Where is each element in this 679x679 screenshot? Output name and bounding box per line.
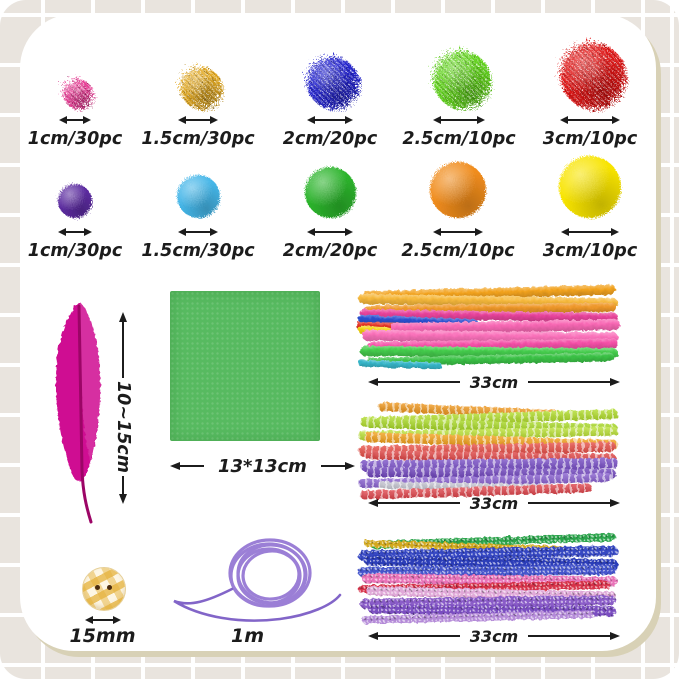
- size-label: 2cm/20pc: [282, 241, 378, 261]
- button-hole: [107, 585, 112, 590]
- width-arrow: [433, 226, 483, 238]
- product-card: 1cm/30pc 1.5cm/30pc 2cm/20pc 2.5cm/10pc: [20, 14, 656, 651]
- pompom-box: [58, 154, 92, 218]
- cord-length-label: 1m: [230, 625, 265, 647]
- bundle-length-arrow-3: 33cm: [368, 624, 621, 648]
- glitter-pompom-item-1: 1cm/30pc: [10, 34, 140, 149]
- bundle-length-arrow-2: 33cm: [368, 491, 621, 515]
- glitter-pompom-item-5: 3cm/10pc: [525, 34, 655, 149]
- width-arrow: [58, 226, 92, 238]
- plain-pompom-image-yellow: [559, 156, 621, 218]
- plain-pompom-item-1: 1cm/30pc: [10, 154, 140, 261]
- felt-square-image: [170, 291, 320, 441]
- width-arrow: [178, 226, 218, 238]
- glitter-pompom-image-blue: [304, 54, 356, 106]
- pompom-box: [60, 34, 90, 106]
- felt-size-label: 13*13cm: [218, 455, 307, 477]
- size-label: 1cm/30pc: [27, 241, 123, 261]
- pipe-cleaner-bundle-tinsel: [356, 533, 624, 625]
- pompom-box: [430, 154, 486, 218]
- pompom-box: [177, 34, 219, 106]
- gingham-button-image: [82, 567, 126, 611]
- button-size-arrow: [85, 614, 121, 626]
- bundle-length-arrow-1: 33cm: [368, 370, 621, 394]
- size-label: 3cm/10pc: [542, 241, 638, 261]
- glitter-pompom-image-gold: [177, 64, 219, 106]
- plain-pompom-item-2: 1.5cm/30pc: [133, 154, 263, 261]
- size-label: 1.5cm/30pc: [141, 241, 255, 261]
- button-hole: [95, 585, 100, 590]
- plain-pompom-image-green: [304, 167, 356, 218]
- glitter-pompom-image-green: [430, 48, 488, 106]
- glitter-pompom-item-2: 1.5cm/30pc: [133, 34, 263, 149]
- glitter-pompom-item-4: 2.5cm/10pc: [394, 34, 524, 149]
- bundle-length-label: 33cm: [469, 493, 519, 513]
- pipe-cleaner-bundle-solid: [355, 283, 624, 370]
- height-arrow: 10~15cm: [112, 312, 134, 504]
- glitter-pompom-item-3: 2cm/20pc: [265, 34, 395, 149]
- felt-size-arrow: 13*13cm: [170, 454, 355, 478]
- pipe-cleaner-bundle-striped: [356, 402, 624, 500]
- width-arrow: [307, 114, 353, 126]
- size-label: 3cm/10pc: [542, 129, 638, 149]
- glitter-pompom-image-red: [557, 40, 623, 106]
- pompom-box: [304, 154, 356, 218]
- plain-pompom-item-5: 3cm/10pc: [525, 154, 655, 261]
- pompom-box: [176, 154, 220, 218]
- size-label: 2.5cm/10pc: [401, 241, 515, 261]
- size-label: 2.5cm/10pc: [402, 129, 516, 149]
- feather-image: [55, 302, 101, 524]
- bundle-length-label: 33cm: [469, 626, 519, 646]
- plain-pompom-item-3: 2cm/20pc: [265, 154, 395, 261]
- button-size-label: 15mm: [69, 625, 136, 647]
- feather-size-label: 10~15cm: [113, 380, 133, 473]
- width-arrow: [307, 226, 353, 238]
- bundle-length-label: 33cm: [469, 372, 519, 392]
- width-arrow: [178, 114, 218, 126]
- cord-image: [173, 538, 342, 622]
- size-label: 1.5cm/30pc: [141, 129, 255, 149]
- width-arrow: [433, 114, 485, 126]
- pompom-box: [557, 34, 623, 106]
- plain-pompom-item-4: 2.5cm/10pc: [393, 154, 523, 261]
- width-arrow: [561, 226, 619, 238]
- pompom-box: [559, 154, 621, 218]
- pompom-box: [430, 34, 488, 106]
- width-arrow: [59, 114, 91, 126]
- plain-pompom-image-skyblue: [176, 175, 220, 218]
- plain-pompom-image-purple: [58, 184, 92, 218]
- glitter-pompom-image-pink: [60, 76, 90, 106]
- size-label: 1cm/30pc: [27, 129, 123, 149]
- plain-pompom-image-orange: [430, 162, 486, 218]
- width-arrow: [560, 114, 620, 126]
- size-label: 2cm/20pc: [282, 129, 378, 149]
- pompom-box: [304, 34, 356, 106]
